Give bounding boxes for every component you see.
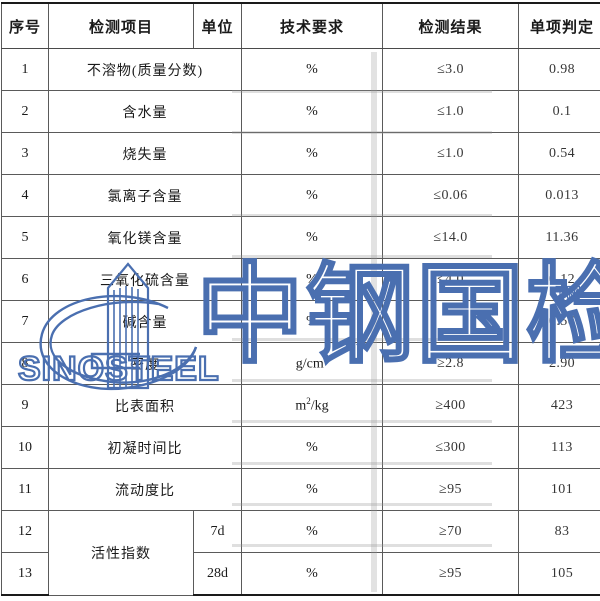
cell-index: 13 xyxy=(2,553,49,596)
cell-item: 烧失量 xyxy=(49,133,242,175)
cell-result: 101 xyxy=(519,469,600,511)
column-header-index: 序号 xyxy=(2,3,49,49)
cell-index: 9 xyxy=(2,385,49,427)
cell-requirement: ≥2.8 xyxy=(383,343,519,385)
cell-requirement: ≤3.0 xyxy=(383,49,519,91)
cell-requirement: ≤1.0 xyxy=(383,91,519,133)
cell-item: 碱含量 xyxy=(49,301,242,343)
cell-requirement: ≤1.0 xyxy=(383,133,519,175)
cell-unit: % xyxy=(242,301,383,343)
cell-index: 10 xyxy=(2,427,49,469)
cell-result: 113 xyxy=(519,427,600,469)
cell-requirement: ≤0.06 xyxy=(383,175,519,217)
cell-unit: % xyxy=(242,511,383,553)
column-header-item: 检测项目 xyxy=(49,3,194,49)
cell-index: 11 xyxy=(2,469,49,511)
column-header-requirement: 技术要求 xyxy=(242,3,383,49)
cell-index: 7 xyxy=(2,301,49,343)
cell-item: 含水量 xyxy=(49,91,242,133)
cell-item: 初凝时间比 xyxy=(49,427,242,469)
cell-requirement: ≥400 xyxy=(383,385,519,427)
cell-item: 氯离子含量 xyxy=(49,175,242,217)
cell-index: 12 xyxy=(2,511,49,553)
cell-requirement: ≥70 xyxy=(383,511,519,553)
cell-item: 流动度比 xyxy=(49,469,242,511)
cell-unit: % xyxy=(242,217,383,259)
cell-item: 密度 xyxy=(49,343,242,385)
cell-requirement: ≤4.0 xyxy=(383,259,519,301)
cell-item: 活性指数 xyxy=(49,511,194,596)
column-header-result: 检测结果 xyxy=(383,3,519,49)
cell-result: 0.12 xyxy=(519,259,600,301)
cell-unit: % xyxy=(242,259,383,301)
table-body: 1不溶物(质量分数)%≤3.00.98合格2含水量%≤1.00.1合格3烧失量%… xyxy=(2,49,600,596)
cell-result: 83 xyxy=(519,511,600,553)
cell-result: 105 xyxy=(519,553,600,596)
cell-result: 0.56 xyxy=(519,301,600,343)
cell-result: 11.36 xyxy=(519,217,600,259)
cell-item: 比表面积 xyxy=(49,385,242,427)
header-row: 序号 检测项目 单位 技术要求 检测结果 单项判定 xyxy=(2,3,600,49)
cell-result: 0.54 xyxy=(519,133,600,175)
cell-item: 不溶物(质量分数) xyxy=(49,49,242,91)
cell-unit: % xyxy=(242,49,383,91)
cell-unit: % xyxy=(242,469,383,511)
cell-index: 5 xyxy=(2,217,49,259)
cell-requirement: ≤14.0 xyxy=(383,217,519,259)
cell-unit: % xyxy=(242,175,383,217)
cell-requirement: ≤300 xyxy=(383,427,519,469)
cell-subitem: 28d xyxy=(194,553,242,596)
cell-index: 4 xyxy=(2,175,49,217)
table-header: 序号 检测项目 单位 技术要求 检测结果 单项判定 xyxy=(2,3,600,49)
cell-unit: % xyxy=(242,553,383,596)
cell-index: 6 xyxy=(2,259,49,301)
cell-result: 0.98 xyxy=(519,49,600,91)
cell-index: 3 xyxy=(2,133,49,175)
cell-index: 8 xyxy=(2,343,49,385)
cell-index: 2 xyxy=(2,91,49,133)
cell-requirement: ≥95 xyxy=(383,469,519,511)
cell-item: 三氧化硫含量 xyxy=(49,259,242,301)
cell-subitem: 7d xyxy=(194,511,242,553)
cell-item: 氧化镁含量 xyxy=(49,217,242,259)
column-header-unit: 单位 xyxy=(194,3,242,49)
cell-unit: g/cm3 xyxy=(242,343,383,385)
cell-index: 1 xyxy=(2,49,49,91)
column-header-verdict: 单项判定 xyxy=(519,3,600,49)
cell-unit: % xyxy=(242,91,383,133)
cell-requirement: ≥95 xyxy=(383,553,519,596)
cell-unit: m2/kg xyxy=(242,385,383,427)
cell-result: 2.90 xyxy=(519,343,600,385)
cell-result: 0.013 xyxy=(519,175,600,217)
cell-result: 0.1 xyxy=(519,91,600,133)
cell-unit: % xyxy=(242,133,383,175)
cell-unit: % xyxy=(242,427,383,469)
cell-result: 423 xyxy=(519,385,600,427)
cell-requirement xyxy=(383,301,519,343)
